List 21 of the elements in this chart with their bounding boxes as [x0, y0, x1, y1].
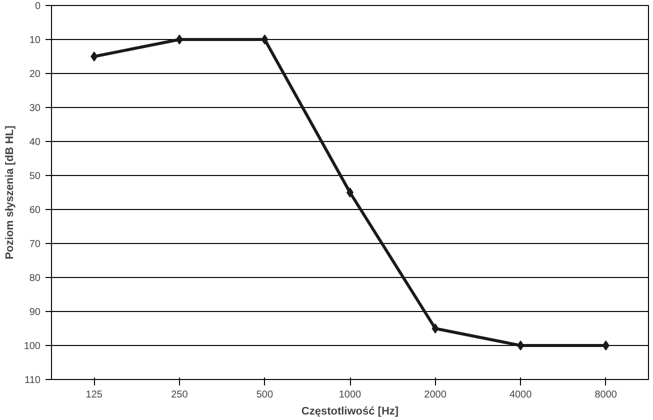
y-tick-label: 90 — [29, 307, 41, 318]
y-tick-label: 80 — [29, 273, 41, 284]
y-axis-title: Poziom słyszenia [dB HL] — [4, 125, 16, 260]
y-tick-label: 40 — [29, 137, 41, 148]
y-tick-label: 0 — [34, 1, 41, 12]
y-tick-label: 10 — [29, 35, 41, 46]
y-tick-label: 50 — [29, 171, 41, 182]
x-axis-title: Częstotliwość [Hz] — [301, 406, 399, 418]
x-tick-label: 1000 — [338, 390, 362, 400]
x-tick-label: 125 — [86, 390, 103, 400]
x-tick-label: 250 — [171, 390, 188, 400]
y-tick-label: 70 — [29, 239, 41, 250]
x-tick-label: 8000 — [594, 390, 618, 400]
y-tick-label: 110 — [24, 375, 41, 386]
y-tick-label: 60 — [29, 205, 41, 216]
y-tick-label: 20 — [29, 69, 41, 80]
x-tick-label: 2000 — [424, 390, 447, 400]
y-tick-label: 100 — [24, 341, 41, 352]
x-tick-label: 4000 — [509, 390, 532, 400]
y-tick-label: 30 — [29, 103, 41, 114]
x-tick-label: 500 — [256, 390, 274, 400]
